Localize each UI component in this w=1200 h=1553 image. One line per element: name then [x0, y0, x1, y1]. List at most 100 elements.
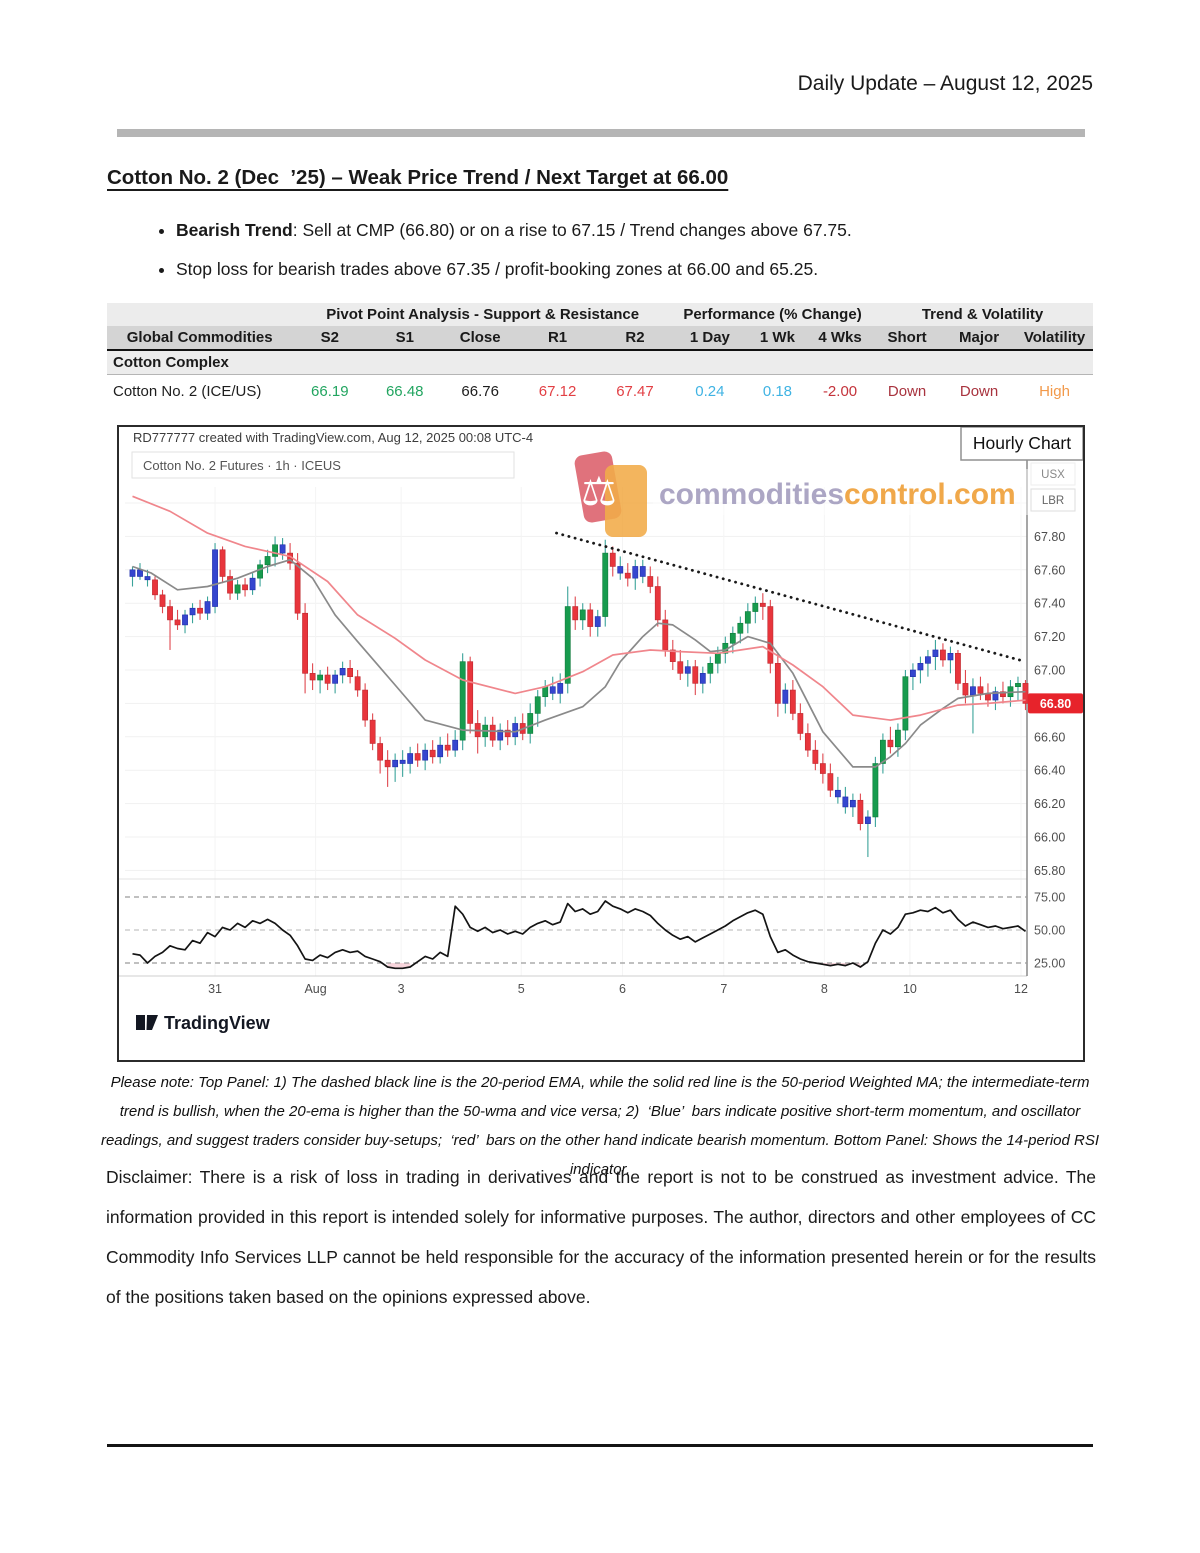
- table-row: Cotton No. 2 (ICE/US) 66.19 66.48 66.76 67.1…: [107, 374, 1093, 407]
- candle-body: [579, 609, 586, 621]
- candle-body: [812, 749, 819, 764]
- price-axis-label: 65.80: [1034, 864, 1065, 878]
- candle-body: [227, 576, 233, 594]
- bullet-bearish-trend: Bearish Trend: Sell at CMP (66.80) or on…: [176, 218, 1076, 242]
- candle-body: [962, 683, 969, 696]
- candle-body: [632, 566, 639, 579]
- rsi-axis-label: 25.00: [1034, 957, 1065, 971]
- bullet-stop-loss: Stop loss for bearish trades above 67.35…: [176, 257, 1076, 281]
- ema20-line: [132, 558, 1026, 768]
- candle-body: [819, 763, 826, 774]
- candle-body: [174, 619, 181, 626]
- candle-body: [302, 612, 308, 674]
- svg-text:⚖: ⚖: [581, 469, 617, 515]
- table-cell: 66.19: [311, 382, 349, 400]
- candle-body: [1015, 683, 1021, 687]
- candle-body: [422, 749, 429, 761]
- candle-body: [332, 674, 339, 684]
- rsi-line: [132, 900, 1026, 970]
- candle-body: [677, 661, 684, 674]
- rsi-oversold-zone: [387, 963, 411, 969]
- symbol-label-box: [131, 451, 515, 479]
- candle-body: [542, 686, 549, 698]
- candle-body: [917, 663, 924, 671]
- lbr-badge: [1030, 488, 1076, 512]
- candle-body: [857, 799, 864, 824]
- candle-body: [257, 564, 263, 579]
- candle-body: [767, 606, 774, 664]
- candle-body: [834, 789, 841, 798]
- candle-body: [594, 616, 601, 627]
- candle-body: [189, 607, 196, 616]
- watermark-logo: ⚖ commoditiescontrol.com: [574, 451, 1049, 537]
- candle-body: [249, 577, 256, 591]
- column-header-cell: 1 Day: [689, 329, 730, 346]
- candle-body: [467, 661, 474, 724]
- candle-body: [895, 729, 901, 748]
- candle-body: [219, 549, 226, 577]
- usx-badge: [1030, 462, 1076, 486]
- candle-body: [407, 753, 414, 764]
- candle-body: [549, 686, 556, 694]
- hourly-chart-label: Hourly Chart: [973, 433, 1071, 453]
- candle-body: [910, 669, 916, 677]
- candle-body: [992, 691, 999, 701]
- column-header-cell: Close: [459, 329, 501, 346]
- header-divider-bar: [117, 129, 1085, 137]
- hourly-chart-image: 68.0067.8067.6067.4067.2067.0066.8066.60…: [117, 425, 1085, 1062]
- candle-body: [497, 729, 504, 741]
- group-header-cell: Trend & Volatility: [921, 306, 1044, 323]
- page-title: Cotton No. 2 (Dec ’25) – Weak Price Tren…: [107, 166, 729, 189]
- candle-body: [902, 676, 909, 731]
- candle-body: [129, 569, 136, 577]
- group-header-cell: Performance (% Change): [683, 306, 862, 323]
- group-header-cell: Pivot Point Analysis - Support & Resista…: [326, 306, 640, 323]
- candle-body: [887, 739, 894, 748]
- candle-body: [459, 661, 466, 741]
- tradingview-logo: TradingView: [136, 1013, 271, 1033]
- candle-body: [264, 556, 271, 566]
- x-axis-label: 31: [208, 982, 222, 996]
- candle-body: [782, 689, 789, 704]
- candle-body: [774, 663, 781, 704]
- candle-body: [564, 606, 571, 684]
- bullet-text: : Sell at CMP (66.80) or on a rise to 67…: [292, 220, 852, 240]
- table-cell: -2.00: [822, 382, 858, 400]
- candle-body: [624, 572, 631, 579]
- commodity-name-cell: Cotton No. 2 (ICE/US): [113, 382, 262, 400]
- price-axis-label: 67.80: [1034, 530, 1065, 544]
- candle-body: [932, 649, 939, 657]
- candle-body: [872, 763, 879, 818]
- column-header-cell: Global Commodities: [126, 329, 273, 346]
- chart-footnote: Please note: Top Panel: 1) The dashed bl…: [100, 1074, 1104, 1178]
- candle-body: [955, 653, 961, 684]
- hourly-chart-box: [960, 426, 1084, 461]
- candle-body: [362, 689, 369, 721]
- candle-body: [647, 576, 654, 587]
- candle-body: [512, 723, 519, 738]
- candle-body: [347, 668, 354, 677]
- column-header-cell: 4 Wks: [818, 329, 862, 346]
- table-cell: 66.76: [461, 382, 499, 400]
- candle-body: [429, 749, 436, 758]
- candle-body: [714, 653, 721, 664]
- column-header-cell: R1: [547, 329, 568, 346]
- candle-body: [377, 743, 384, 761]
- rsi-axis-label: 50.00: [1034, 924, 1065, 938]
- candle-body: [752, 602, 759, 612]
- table-cell: 66.48: [385, 382, 424, 400]
- section-label: Cotton Complex: [113, 354, 229, 371]
- candle-body: [452, 739, 459, 751]
- candle-body: [137, 569, 143, 577]
- candle-body: [369, 719, 376, 744]
- summary-bullets: Bearish Trend: Sell at CMP (66.80) or on…: [140, 218, 1076, 296]
- candle-body: [744, 611, 751, 624]
- candle-body: [279, 544, 286, 554]
- candle-body: [940, 649, 946, 661]
- candle-body: [737, 622, 744, 634]
- candle-body: [204, 601, 211, 614]
- table-cell: 0.24: [695, 382, 725, 400]
- candle-body: [804, 733, 811, 751]
- candle-body: [197, 607, 203, 614]
- bottom-rule: [107, 1444, 1093, 1447]
